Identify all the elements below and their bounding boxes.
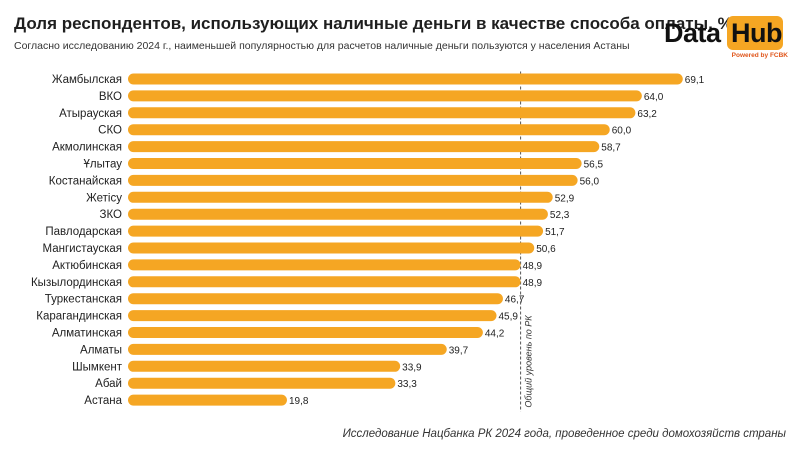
category-label: Карагандинская xyxy=(36,311,122,323)
bar xyxy=(128,360,401,372)
bar xyxy=(128,225,544,237)
category-label: Алматинская xyxy=(52,328,122,340)
value-label: 33,9 xyxy=(402,362,422,373)
datahub-logo: Data Hub Powered by FCBK xyxy=(664,16,788,62)
category-label: Актюбинская xyxy=(52,260,122,272)
value-label: 44,2 xyxy=(485,329,505,340)
logo-hub-box xyxy=(727,16,783,50)
value-label: 19,8 xyxy=(289,396,309,407)
category-label: Алматы xyxy=(80,344,122,356)
category-label: Кызылординская xyxy=(31,277,122,289)
logo-word-hub: Hub xyxy=(731,18,782,48)
bar xyxy=(128,158,582,169)
bar xyxy=(128,394,287,406)
bar xyxy=(128,377,396,389)
logo-powered-by: Powered by FCBK xyxy=(731,52,788,59)
category-label: Ұлытау xyxy=(83,159,122,171)
category-label: Жамбылская xyxy=(52,74,122,86)
value-label: 52,9 xyxy=(555,193,575,204)
category-label: Костанайская xyxy=(49,175,122,187)
category-label: ЗКО xyxy=(100,209,123,221)
value-label: 60,0 xyxy=(612,126,632,137)
bar xyxy=(128,242,535,254)
logo-word-data: Data xyxy=(664,18,721,48)
bar xyxy=(128,310,497,322)
reference-line-label: Общий уровень по РК xyxy=(524,315,534,408)
value-label: 63,2 xyxy=(637,109,657,120)
source-footnote: Исследование Нацбанка РК 2024 года, пров… xyxy=(342,428,786,440)
value-label: 56,0 xyxy=(580,176,600,187)
category-label: Павлодарская xyxy=(45,226,122,238)
value-label: 48,9 xyxy=(523,261,543,272)
chart-title: Доля респондентов, использующих наличные… xyxy=(14,14,733,33)
category-label: Атырауская xyxy=(59,108,122,120)
bar xyxy=(128,191,553,203)
bar xyxy=(128,327,483,338)
value-label: 56,5 xyxy=(584,160,604,171)
bar xyxy=(128,174,578,186)
bar xyxy=(128,124,610,136)
value-label: 52,3 xyxy=(550,210,570,221)
value-label: 50,6 xyxy=(536,244,556,255)
category-label: ВКО xyxy=(99,91,122,103)
chart-subtitle: Согласно исследованию 2024 г., наименьше… xyxy=(14,40,630,52)
category-label: Жетісу xyxy=(86,192,122,204)
bar xyxy=(128,141,600,153)
value-label: 46,7 xyxy=(505,295,525,306)
bar xyxy=(128,293,503,305)
bar-chart: Жамбылская 69,1 ВКО 64,0 Атырауская 63,2 СКО 60… xyxy=(31,71,705,412)
bar xyxy=(128,107,636,119)
bar xyxy=(128,259,521,271)
value-label: 39,7 xyxy=(449,345,469,356)
bar xyxy=(128,343,447,355)
value-label: 48,9 xyxy=(523,278,543,289)
value-label: 58,7 xyxy=(601,143,621,154)
value-label: 69,1 xyxy=(685,75,705,86)
value-label: 45,9 xyxy=(499,312,519,323)
category-label: Акмолинская xyxy=(52,142,122,154)
bar xyxy=(128,90,642,102)
category-label: Туркестанская xyxy=(45,294,122,306)
category-label: Шымкент xyxy=(72,361,123,373)
bar xyxy=(128,208,548,220)
value-label: 64,0 xyxy=(644,92,664,103)
value-label: 51,7 xyxy=(545,227,565,238)
category-label: СКО xyxy=(98,125,122,137)
value-label: 33,3 xyxy=(397,379,417,390)
category-label: Астана xyxy=(84,395,122,407)
category-label: Абай xyxy=(95,378,122,390)
bar xyxy=(128,73,683,85)
category-label: Мангистауская xyxy=(42,243,122,255)
bar xyxy=(128,276,521,288)
